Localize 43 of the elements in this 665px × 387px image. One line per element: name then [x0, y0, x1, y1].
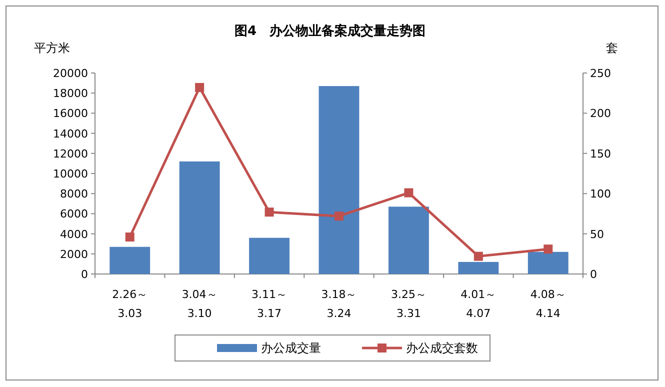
- legend-label: 办公成交量: [261, 341, 321, 355]
- x-tick-label: 4.01～ 4.07: [460, 288, 496, 320]
- point: [474, 252, 483, 261]
- x-tick-label: 3.25～ 3.31: [390, 288, 426, 320]
- bar: [388, 206, 429, 274]
- y2-tick-label: 200: [590, 107, 611, 120]
- point: [264, 208, 274, 217]
- chart-title: 图4 办公物业备案成交量走势图: [234, 23, 426, 39]
- y-tick-label: 8000: [60, 188, 88, 201]
- bar: [249, 238, 290, 274]
- y-tick-label: 20000: [53, 67, 88, 80]
- y-tick-label: 16000: [53, 107, 88, 120]
- y2-tick-label: 150: [590, 147, 611, 160]
- x-tick-label: 2.26～ 3.03: [112, 288, 148, 320]
- bar: [110, 246, 150, 274]
- y-tick-label: 18000: [53, 87, 88, 100]
- y-tick-label: 14000: [53, 127, 88, 140]
- y2-axis-title: 套: [606, 41, 618, 55]
- y2-tick-label: 250: [590, 67, 611, 80]
- y-tick-label: 10000: [53, 168, 88, 180]
- y-tick-label: 12000: [53, 147, 88, 160]
- point: [334, 212, 344, 221]
- legend-label: 办公成交套数: [406, 341, 478, 355]
- x-tick-label: 3.18～ 3.24: [321, 288, 357, 320]
- y2-tick-label: 0: [590, 268, 597, 281]
- x-tick-label: 3.04～ 3.10: [182, 288, 218, 320]
- y2-tick-label: 50: [590, 228, 604, 241]
- y-tick-label: 6000: [60, 208, 88, 221]
- point: [404, 188, 414, 198]
- x-tick-label: 4.08～ 4.14: [530, 288, 566, 320]
- y-tick-label: 2000: [60, 248, 88, 261]
- point: [125, 232, 134, 242]
- bar: [318, 86, 360, 274]
- y-tick-label: 4000: [60, 228, 88, 241]
- point: [544, 244, 553, 254]
- y-tick-label: 0: [81, 268, 88, 281]
- y-axis-title: 平方米: [34, 41, 70, 55]
- x-tick-label: 3.11～ 3.17: [252, 288, 288, 320]
- point: [195, 82, 204, 92]
- bar: [458, 262, 499, 274]
- bar: [528, 252, 568, 274]
- bar: [179, 161, 220, 274]
- y2-tick-label: 100: [590, 188, 611, 201]
